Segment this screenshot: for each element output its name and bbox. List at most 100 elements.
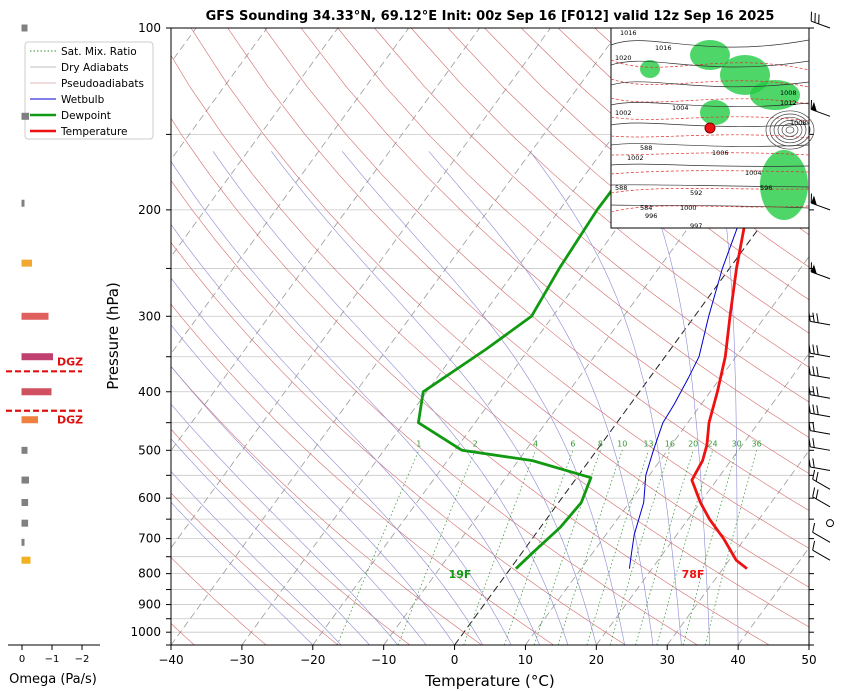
y-tick-label: 100: [138, 21, 161, 35]
dry-adiabat-line: [374, 28, 809, 403]
surface-dewpoint-label: 19F: [449, 568, 472, 581]
wind-barb-feather: [810, 99, 812, 110]
pseudoadiabat-line: [171, 324, 455, 645]
x-tick-label: −10: [371, 653, 396, 667]
height-contour: [610, 97, 810, 105]
mixing-ratio-line: [504, 450, 574, 645]
isobar-contour: [610, 102, 810, 108]
inset-map-label: 1006: [712, 149, 729, 157]
height-contour: [610, 134, 810, 139]
mixing-ratio-line: [557, 450, 623, 645]
inset-map-label: 997: [690, 222, 702, 230]
legend-item-wetbulb: Wetbulb: [61, 94, 105, 106]
pseudoadiabat-line: [171, 438, 370, 645]
wind-barb-feather: [808, 403, 811, 414]
omega-bar: [21, 353, 53, 361]
wind-barb-feather: [812, 366, 815, 376]
mixing-ratio-label: 20: [688, 439, 698, 448]
wind-barb-feather: [812, 522, 816, 533]
wind-barb: [808, 437, 831, 451]
x-tick-label: 40: [730, 653, 745, 667]
wind-barb-staff: [812, 496, 831, 508]
x-tick-label: 30: [660, 653, 675, 667]
wind-barb-feather: [812, 404, 815, 415]
mixing-ratio-line: [586, 450, 649, 645]
wind-barb-feather: [808, 365, 811, 375]
dry-adiabat-line: [171, 241, 626, 645]
x-axis-label: Temperature (°C): [424, 672, 554, 690]
omega-bar: [21, 498, 29, 506]
omega-bar: [21, 416, 38, 424]
inset-map-label: 592: [690, 189, 702, 197]
isotherm-line: [666, 450, 809, 645]
mixing-ratio-label: 1: [416, 439, 421, 448]
dry-adiabat-line: [171, 492, 339, 645]
x-tick-label: 0: [451, 653, 459, 667]
wind-barb: [812, 469, 831, 490]
isotherm-line: [241, 28, 693, 645]
wind-barb-flag: [811, 101, 817, 112]
y-tick-label: 700: [138, 532, 161, 546]
pseudoadiabat-line: [171, 365, 427, 645]
pseudoadiabat-line: [212, 151, 569, 645]
wind-barb-feather: [808, 311, 811, 322]
mixing-ratio-line: [397, 450, 476, 645]
x-tick-label: −30: [229, 653, 254, 667]
isobar-contour: [610, 60, 810, 68]
mixing-ratio-line: [463, 450, 536, 645]
dry-adiabat-line: [171, 117, 770, 645]
wind-barb: [808, 343, 831, 358]
height-contour: [610, 170, 810, 175]
height-contour: [610, 78, 810, 88]
isobar-contour: [610, 122, 810, 127]
low-center-contour: [773, 116, 807, 144]
dry-adiabat-line: [171, 557, 267, 645]
legend-item-dry: Dry Adiabats: [61, 62, 129, 74]
wind-barb: [808, 365, 831, 379]
omega-panel: 0 −1 −2 DGZ DGZ: [6, 24, 89, 665]
inset-map-label: 1016: [655, 44, 672, 52]
mixing-ratio-line: [656, 450, 713, 645]
wind-barb-feather: [808, 343, 811, 354]
mixing-ratio-label: 24: [707, 439, 717, 448]
mixing-ratio-label: 36: [752, 439, 762, 448]
inset-map-label: 596: [760, 184, 772, 192]
wind-barb-feather: [810, 193, 812, 204]
dgz-label: DGZ: [57, 355, 83, 368]
wind-barb-feather: [812, 540, 816, 551]
wind-barbs: [808, 11, 834, 561]
omega-bar: [21, 199, 25, 207]
wind-barb-feather: [816, 313, 819, 323]
wind-barb-feather: [808, 385, 811, 395]
omega-bar: [21, 476, 29, 484]
wind-barb-feather: [808, 437, 811, 447]
calm-wind-symbol: [826, 519, 834, 528]
dry-adiabat-line: [171, 54, 809, 628]
x-tick-label: 50: [801, 653, 816, 667]
dry-adiabat-line: [171, 303, 554, 645]
pseudoadiabat-line: [271, 151, 597, 645]
mixing-ratio-line: [635, 450, 694, 645]
inset-map-label: 996: [645, 212, 657, 220]
plot-frame: [170, 27, 810, 646]
wind-barb-feather: [818, 14, 820, 24]
legend-item-dewpoint: Dewpoint: [61, 110, 111, 122]
mixing-ratio-label: 2: [473, 439, 478, 448]
wetbulb-line: [628, 151, 763, 569]
omega-bar: [21, 312, 49, 320]
inset-map-label: 1004: [745, 169, 762, 177]
wind-barb: [808, 403, 831, 418]
inset-map-label: 1002: [615, 109, 632, 117]
low-center-contour: [765, 110, 815, 150]
dry-adiabat-line: [190, 28, 809, 588]
mixing-ratio-label: 6: [570, 439, 575, 448]
dry-adiabat-line: [171, 180, 698, 645]
dry-adiabat-line: [264, 28, 809, 511]
pseudoadiabat-line: [171, 470, 342, 645]
wind-barb-staff: [812, 478, 831, 490]
wind-barb: [808, 457, 831, 472]
zero-isotherm: [454, 158, 809, 645]
isobar-contour: [610, 81, 810, 88]
x-tick-label: 20: [589, 653, 604, 667]
wind-barb-staff: [811, 20, 831, 29]
